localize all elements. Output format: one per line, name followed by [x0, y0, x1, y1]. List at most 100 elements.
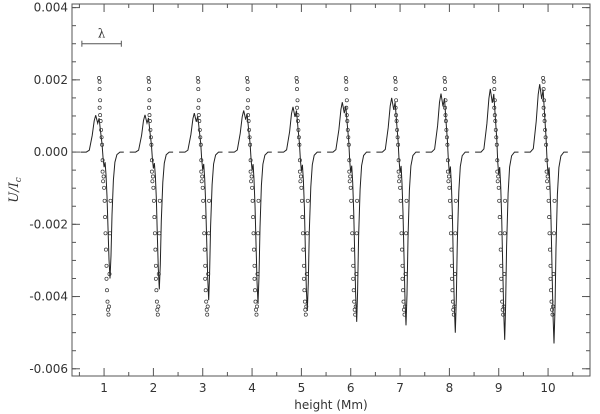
x-axis-label: height (Mm) [294, 398, 367, 412]
observed-point [296, 127, 301, 132]
observed-point [98, 113, 103, 118]
observed-point [256, 198, 261, 203]
observed-point [101, 179, 106, 184]
observed-point [299, 185, 304, 190]
observed-point [499, 276, 504, 281]
observed-point [397, 174, 402, 179]
observed-point [348, 174, 353, 179]
observed-point [453, 231, 458, 236]
observed-point [100, 169, 105, 174]
x-tick-label: 9 [495, 381, 503, 395]
observed-point [351, 288, 356, 293]
observed-point [498, 247, 503, 252]
observed-point [500, 299, 505, 304]
observed-point [544, 158, 549, 163]
observed-point [196, 87, 201, 92]
observed-point [297, 169, 302, 174]
observed-point [543, 127, 548, 132]
observed-point [399, 231, 404, 236]
observed-point [155, 312, 160, 317]
observed-point [499, 288, 504, 293]
observed-point [344, 87, 349, 92]
observed-point [404, 231, 408, 236]
observed-point [246, 98, 251, 103]
observed-point [299, 198, 304, 203]
observed-point [200, 185, 205, 190]
observed-point [496, 174, 501, 179]
observed-point [97, 79, 102, 84]
observed-point [250, 198, 255, 203]
observed-point [250, 185, 255, 190]
observed-point [248, 142, 253, 147]
observed-point [147, 79, 151, 84]
observed-point [395, 127, 400, 132]
observed-point [155, 307, 160, 312]
y-axis: -0.006 -0.004 -0.002 0.000 0.002 0.004 [29, 1, 590, 376]
observed-point [295, 113, 300, 118]
observed-point [393, 105, 398, 110]
observed-point [295, 119, 300, 123]
observed-point [544, 142, 549, 147]
observed-point [550, 312, 555, 317]
observed-point [451, 312, 456, 317]
observed-point [354, 272, 359, 276]
observed-point [544, 169, 549, 174]
observed-point [201, 215, 206, 220]
observed-point [541, 105, 546, 110]
observed-point [196, 98, 201, 103]
observed-point [304, 272, 309, 276]
observed-point [302, 288, 307, 293]
observed-point [202, 231, 207, 236]
observed-point [350, 231, 355, 236]
observed-point [247, 135, 252, 140]
observed-point [149, 158, 154, 163]
observed-point [447, 198, 452, 203]
observed-point [97, 87, 102, 92]
observed-point [545, 179, 550, 184]
observed-point [104, 247, 108, 252]
x-tick-label: 7 [396, 381, 404, 395]
observed-point [493, 119, 498, 123]
observed-point [149, 169, 154, 174]
observed-point [547, 215, 552, 220]
observed-point [400, 263, 405, 268]
observed-point [303, 312, 308, 317]
profile-line [376, 97, 420, 326]
observed-point [450, 299, 455, 304]
observed-point [347, 179, 352, 184]
observed-point [349, 198, 354, 203]
observed-point [343, 76, 348, 80]
observed-point [251, 215, 256, 220]
observed-point [344, 79, 349, 84]
observed-point [97, 105, 102, 110]
observed-point [501, 312, 506, 317]
observed-point [402, 312, 407, 317]
plot-frame [71, 3, 591, 377]
observed-point [249, 174, 254, 179]
observed-point [103, 231, 108, 236]
observed-point [199, 158, 204, 163]
observed-point [197, 127, 202, 132]
observed-point [297, 142, 302, 147]
observed-point [300, 231, 305, 236]
observed-point [443, 79, 447, 84]
observed-point [351, 276, 356, 281]
observed-point [254, 307, 258, 312]
observed-point [105, 299, 110, 304]
observed-point [295, 87, 299, 92]
observed-point [147, 87, 151, 92]
observed-point [198, 135, 203, 140]
observed-point [546, 185, 551, 190]
y-axis-label-main: U/I [7, 181, 22, 202]
x-tick-label: 2 [150, 381, 158, 395]
observed-point [100, 158, 105, 163]
observed-point [394, 119, 399, 123]
observed-point [446, 179, 451, 184]
observed-point [298, 179, 303, 184]
observed-point [396, 158, 401, 163]
observed-point [153, 247, 158, 252]
observed-point [249, 179, 254, 184]
observed-point [394, 113, 399, 118]
observed-point [206, 231, 211, 236]
